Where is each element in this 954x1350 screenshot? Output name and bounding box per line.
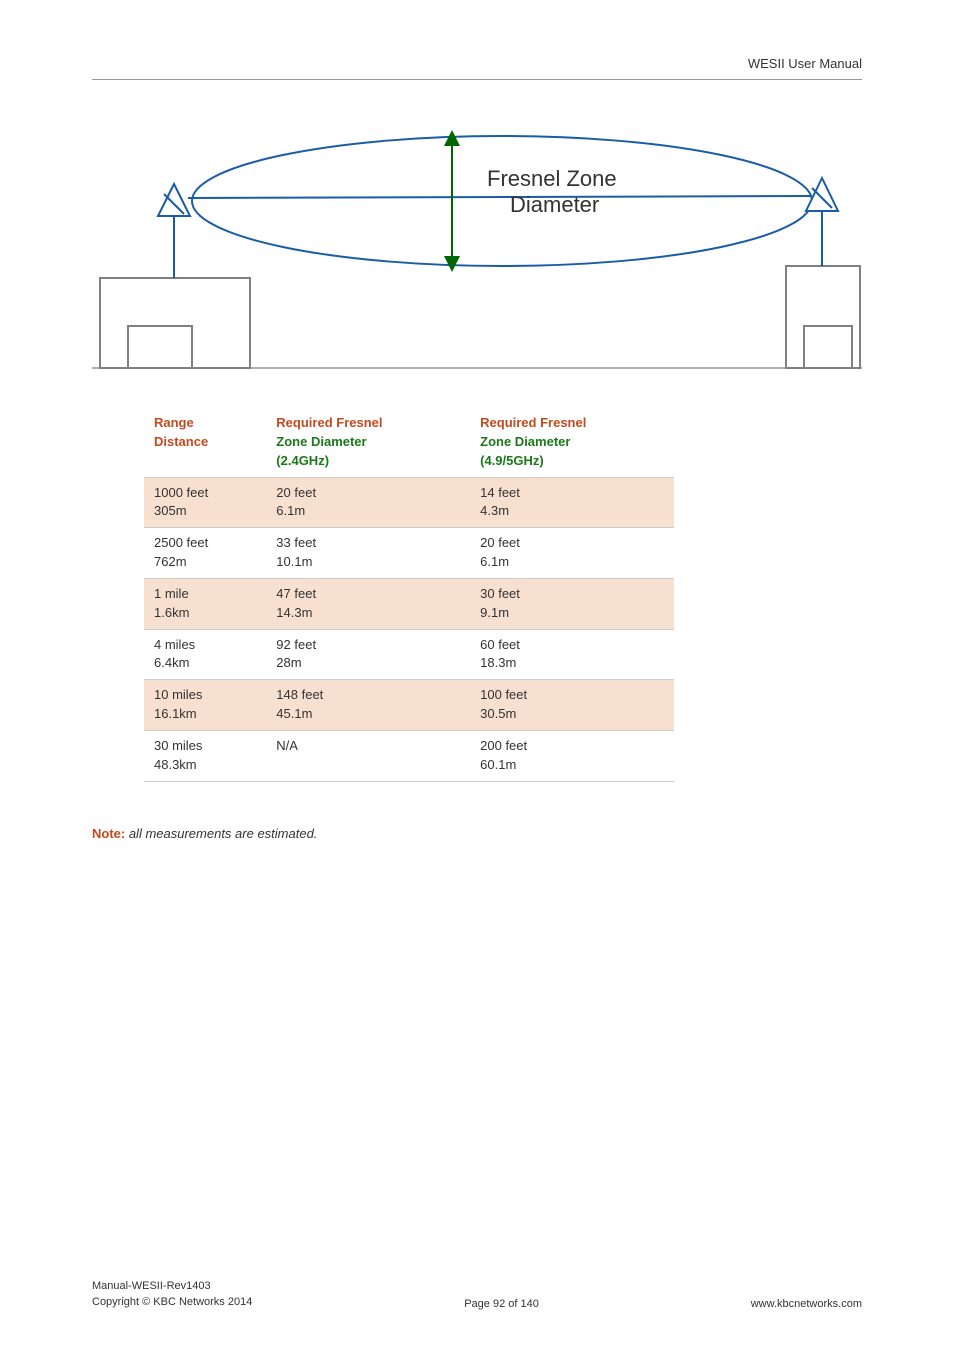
fresnel-zone-diagram: Fresnel Zone Diameter [92,116,862,376]
v: 10.1m [276,554,312,569]
footer-left: Manual-WESII-Rev1403 Copyright © KBC Net… [92,1279,252,1310]
v: 20 feet [480,535,520,550]
note-body: all measurements are estimated. [125,826,317,841]
cell-24: 92 feet 28m [266,629,470,680]
v: 30 miles [154,738,202,753]
v: 20 feet [276,485,316,500]
diagram-svg: Fresnel Zone Diameter [92,116,862,376]
right-building-inner [804,326,852,368]
v: 1000 feet [154,485,208,500]
diagram-label-2: Diameter [510,192,599,217]
footer-url: www.kbcnetworks.com [751,1298,862,1310]
footer-row: Manual-WESII-Rev1403 Copyright © KBC Net… [92,1279,862,1310]
note-label: Note: [92,826,125,841]
v: 14 feet [480,485,520,500]
v: 30 feet [480,586,520,601]
left-building-inner [128,326,192,368]
fresnel-ellipse [192,136,812,266]
document-title: WESII User Manual [748,56,862,71]
v: 148 feet [276,687,323,702]
diagram-label-1: Fresnel Zone [487,166,617,191]
v: N/A [276,738,298,753]
header-5ghz: Required Fresnel Zone Diameter (4.9/5GHz… [470,408,674,477]
header-24ghz-l3: (2.4GHz) [276,453,329,468]
v: 200 feet [480,738,527,753]
v: 762m [154,554,187,569]
header-range-l2: Distance [154,434,208,449]
header-24ghz: Required Fresnel Zone Diameter (2.4GHz) [266,408,470,477]
table-row: 10 miles 16.1km 148 feet 45.1m 100 feet 30.… [144,680,674,731]
v: 6.1m [480,554,509,569]
v: 28m [276,655,301,670]
cell-24: 47 feet 14.3m [266,578,470,629]
v: 2500 feet [154,535,208,550]
v: 18.3m [480,655,516,670]
v: 4 miles [154,637,195,652]
cell-range: 10 miles 16.1km [144,680,266,731]
note-paragraph: Note: all measurements are estimated. [92,826,862,841]
cell-24: 148 feet 45.1m [266,680,470,731]
cell-5: 30 feet 9.1m [470,578,674,629]
v: 6.1m [276,503,305,518]
v: 100 feet [480,687,527,702]
v: 6.4km [154,655,189,670]
v: 60.1m [480,757,516,772]
fresnel-zone-table: Range Distance Required Fresnel Zone Dia… [144,408,674,782]
v: 1 mile [154,586,189,601]
cell-24: 20 feet 6.1m [266,477,470,528]
left-antenna-head [158,184,190,216]
cell-24: N/A [266,730,470,781]
cell-5: 200 feet 60.1m [470,730,674,781]
table-row: 1000 feet 305m 20 feet 6.1m 14 feet 4.3m [144,477,674,528]
v: 9.1m [480,605,509,620]
cell-5: 14 feet 4.3m [470,477,674,528]
v: 45.1m [276,706,312,721]
cell-range: 1 mile 1.6km [144,578,266,629]
table-header-row: Range Distance Required Fresnel Zone Dia… [144,408,674,477]
header-5ghz-l1: Required Fresnel [480,415,586,430]
cell-range: 30 miles 48.3km [144,730,266,781]
cell-5: 60 feet 18.3m [470,629,674,680]
v: 60 feet [480,637,520,652]
line-of-sight [188,196,812,198]
footer-copyright: Copyright © KBC Networks 2014 [92,1296,252,1308]
table-row: 30 miles 48.3km N/A 200 feet 60.1m [144,730,674,781]
table-body: 1000 feet 305m 20 feet 6.1m 14 feet 4.3m 25… [144,477,674,781]
v: 30.5m [480,706,516,721]
footer-page-number: Page 92 of 140 [252,1298,750,1310]
header-range-l1: Range [154,415,194,430]
diameter-arrow-down [444,256,460,272]
v: 10 miles [154,687,202,702]
page-footer: Manual-WESII-Rev1403 Copyright © KBC Net… [92,1279,862,1310]
v: 16.1km [154,706,197,721]
cell-range: 2500 feet 762m [144,528,266,579]
v: 14.3m [276,605,312,620]
page-header: WESII User Manual [92,56,862,80]
cell-24: 33 feet 10.1m [266,528,470,579]
cell-range: 1000 feet 305m [144,477,266,528]
header-24ghz-l1: Required Fresnel [276,415,382,430]
v: 1.6km [154,605,189,620]
header-5ghz-l3: (4.9/5GHz) [480,453,544,468]
v: 47 feet [276,586,316,601]
v: 92 feet [276,637,316,652]
v: 305m [154,503,187,518]
diameter-arrow-up [444,130,460,146]
cell-5: 100 feet 30.5m [470,680,674,731]
cell-5: 20 feet 6.1m [470,528,674,579]
table-row: 4 miles 6.4km 92 feet 28m 60 feet 18.3m [144,629,674,680]
table-row: 2500 feet 762m 33 feet 10.1m 20 feet 6.1m [144,528,674,579]
header-24ghz-l2: Zone Diameter [276,434,366,449]
v: 33 feet [276,535,316,550]
header-range: Range Distance [144,408,266,477]
v: 48.3km [154,757,197,772]
cell-range: 4 miles 6.4km [144,629,266,680]
v: 4.3m [480,503,509,518]
fresnel-table-wrapper: Range Distance Required Fresnel Zone Dia… [144,408,810,782]
table-row: 1 mile 1.6km 47 feet 14.3m 30 feet 9.1m [144,578,674,629]
header-5ghz-l2: Zone Diameter [480,434,570,449]
footer-doc-id: Manual-WESII-Rev1403 [92,1280,211,1292]
